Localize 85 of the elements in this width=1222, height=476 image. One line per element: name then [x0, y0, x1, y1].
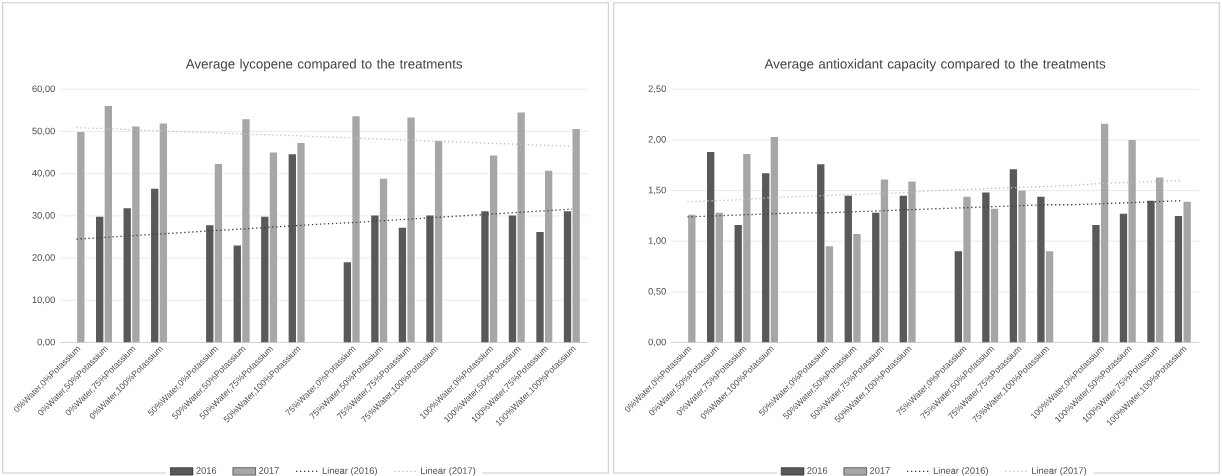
y-tick-label: 0,00	[37, 338, 55, 347]
bar	[489, 155, 498, 343]
bar	[297, 143, 305, 343]
y-tick-label: 0,50	[648, 288, 666, 296]
bar	[343, 262, 352, 343]
legend-label: Linear (2016)	[933, 467, 988, 476]
y-tick-label: 50,00	[32, 127, 55, 136]
bar	[123, 208, 131, 343]
bar	[379, 178, 388, 343]
bar	[132, 126, 140, 343]
legend-label: Linear (2016)	[322, 467, 377, 476]
y-tick-label: 30,00	[32, 212, 55, 220]
bar	[151, 189, 159, 343]
bar	[261, 216, 269, 343]
bar	[990, 208, 999, 343]
bar	[1183, 201, 1191, 343]
bar	[288, 154, 296, 343]
bar	[508, 215, 517, 343]
bar	[1037, 196, 1045, 343]
y-tick-label: 40,00	[32, 169, 55, 178]
bar	[899, 195, 907, 343]
bar	[1174, 216, 1183, 343]
bar	[398, 227, 407, 343]
bar	[96, 216, 104, 343]
bar	[426, 215, 434, 343]
bar	[544, 170, 553, 343]
bar	[517, 112, 525, 343]
y-tick-label: 0,00	[648, 338, 666, 347]
bar	[715, 212, 723, 343]
bar	[536, 232, 544, 343]
chart-title: Average lycopene compared to the treatments	[185, 58, 463, 72]
bar	[770, 137, 779, 343]
bar	[954, 251, 963, 343]
bar	[872, 212, 880, 343]
bar	[563, 211, 572, 343]
bar	[880, 179, 889, 343]
bar	[853, 234, 861, 343]
bar	[707, 152, 715, 343]
legend-label: 2016	[807, 467, 828, 474]
bar	[242, 119, 250, 343]
bar	[908, 181, 916, 343]
y-tick-label: 2,50	[648, 85, 666, 94]
bar	[233, 245, 241, 343]
bar	[688, 214, 696, 343]
y-tick-label: 10,00	[32, 296, 55, 305]
y-tick-label: 60,00	[32, 85, 55, 94]
bar	[844, 195, 852, 343]
bar	[269, 152, 278, 343]
bar	[762, 173, 770, 343]
bar	[407, 117, 415, 343]
bar	[734, 225, 742, 343]
legend-label: 2017	[259, 467, 279, 474]
bar	[963, 196, 971, 343]
bar	[1147, 200, 1155, 343]
bar	[104, 105, 113, 343]
legend-label: Linear (2017)	[421, 467, 476, 476]
y-tick-label: 1,50	[648, 186, 666, 195]
chart-title: Average antioxidant capacity compared to the treatments	[764, 58, 1106, 72]
bar	[1045, 251, 1054, 343]
bar	[1018, 190, 1026, 343]
legend-label: 2016	[196, 467, 217, 474]
bar	[1119, 213, 1128, 343]
bar	[982, 192, 990, 343]
bar	[371, 215, 379, 343]
bar	[572, 129, 580, 343]
bar	[743, 154, 751, 343]
bar	[159, 123, 168, 343]
bar	[352, 116, 360, 343]
legend-label: 2017	[870, 467, 890, 474]
y-tick-label: 20,00	[32, 254, 55, 263]
bar	[1100, 123, 1109, 343]
bar	[1092, 225, 1100, 343]
y-tick-label: 1,00	[648, 237, 666, 246]
bar	[481, 211, 489, 343]
bar	[817, 164, 825, 343]
bar	[1009, 169, 1018, 343]
legend-label: Linear (2017)	[1032, 467, 1087, 476]
bar	[214, 164, 223, 343]
bar	[1128, 140, 1136, 343]
bar	[825, 246, 834, 343]
bar	[77, 132, 85, 343]
bar	[206, 225, 214, 343]
bar	[434, 140, 443, 343]
bar	[1155, 177, 1164, 343]
y-tick-label: 2,00	[648, 136, 666, 144]
